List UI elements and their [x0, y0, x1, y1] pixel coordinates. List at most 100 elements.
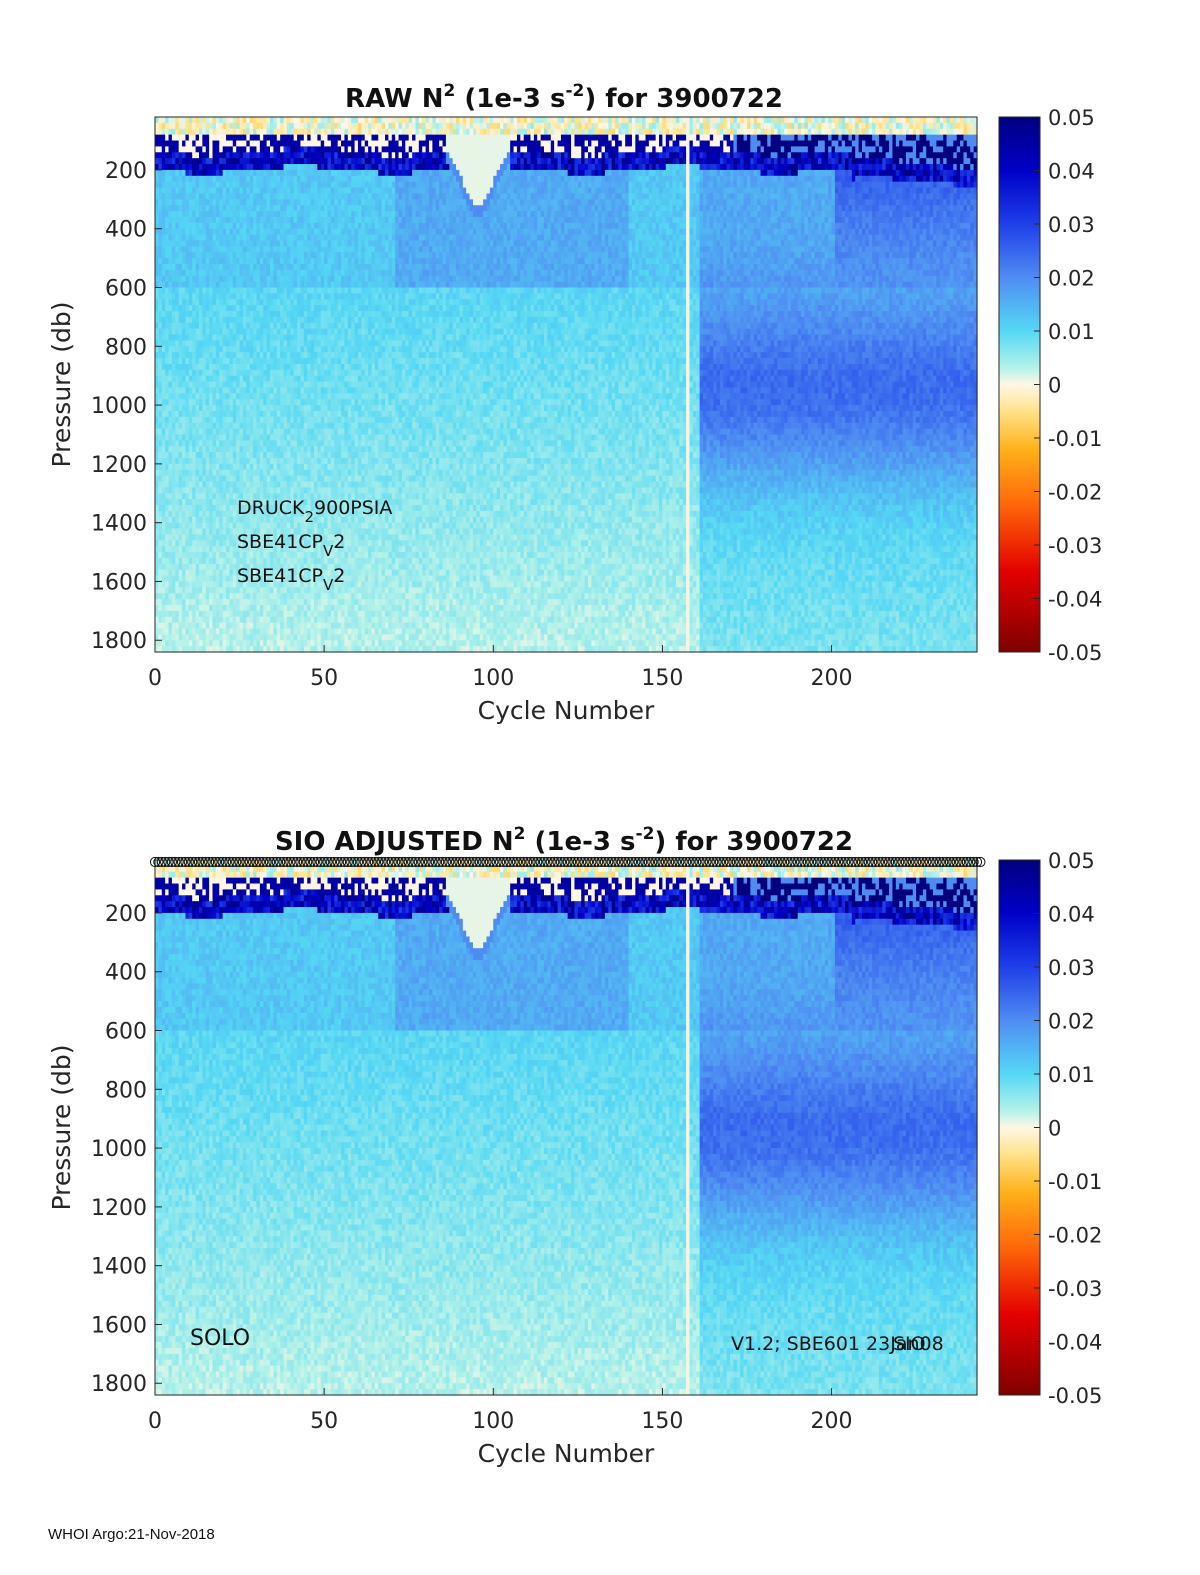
heatmap-cell [165, 305, 170, 312]
heatmap-cell [253, 134, 258, 142]
heatmap-cell [178, 387, 183, 394]
heatmap-cell [158, 158, 163, 165]
heatmap-cell [236, 440, 241, 447]
heatmap-cell [182, 281, 187, 289]
heatmap-cell [182, 287, 187, 294]
heatmap-cell [226, 552, 231, 559]
heatmap-cell [165, 205, 170, 212]
heatmap-cell [242, 481, 247, 488]
heatmap-cell [246, 505, 251, 512]
heatmap-cell [219, 581, 224, 588]
heatmap-cell [246, 410, 251, 418]
heatmap-cell [198, 340, 203, 347]
heatmap-cell [215, 140, 220, 147]
heatmap-cell [168, 522, 173, 530]
heatmap-cell [246, 122, 251, 130]
heatmap-cell [232, 546, 237, 553]
heatmap-cell [202, 640, 207, 647]
heatmap-cell [229, 393, 234, 400]
heatmap-cell [310, 593, 315, 600]
heatmap-cell [178, 193, 183, 200]
heatmap-cell [161, 164, 166, 171]
heatmap-cell [259, 393, 264, 400]
heatmap-cell [165, 493, 170, 500]
heatmap-cell [205, 452, 210, 459]
heatmap-cell [155, 381, 159, 389]
heatmap-cell [182, 328, 187, 336]
heatmap-cell [232, 463, 237, 471]
heatmap-cell [212, 328, 217, 336]
heatmap-cell [236, 563, 241, 571]
heatmap-cell [270, 434, 274, 441]
heatmap-cell [270, 604, 274, 612]
heatmap-cell [334, 434, 339, 441]
heatmap-cell [249, 352, 254, 359]
heatmap-cell [283, 258, 288, 265]
heatmap-cell [192, 187, 197, 195]
heatmap-cell [155, 205, 159, 212]
heatmap-cell [182, 240, 187, 247]
heatmap-cell [239, 440, 244, 447]
heatmap-cell [192, 152, 197, 159]
heatmap-cell [249, 169, 254, 177]
heatmap-cell [158, 228, 163, 236]
heatmap-cell [239, 228, 244, 236]
heatmap-cell [229, 334, 234, 342]
heatmap-cell [239, 463, 244, 471]
heatmap-cell [171, 528, 176, 536]
heatmap-cell [222, 387, 227, 394]
heatmap-cell [239, 369, 244, 377]
heatmap-cell [158, 152, 163, 159]
heatmap-cell [232, 122, 237, 130]
heatmap-cell [232, 275, 237, 283]
heatmap-cell [249, 216, 254, 224]
heatmap-cell [246, 128, 251, 136]
heatmap-cell [219, 587, 224, 594]
heatmap-cell [249, 199, 254, 206]
heatmap-cell [242, 316, 247, 324]
heatmap-cell [188, 457, 193, 465]
heatmap-cell [198, 534, 203, 541]
heatmap-cell [158, 540, 163, 547]
heatmap-cell [249, 422, 254, 430]
heatmap-cell [175, 211, 180, 218]
heatmap-cell [161, 410, 166, 418]
heatmap-cell [297, 234, 302, 242]
heatmap-cell [178, 122, 183, 130]
heatmap-cell [165, 175, 170, 183]
heatmap-cell [209, 252, 214, 259]
heatmap-cell [171, 534, 176, 541]
heatmap-cell [229, 363, 234, 371]
heatmap-cell [270, 346, 274, 353]
heatmap-cell [155, 422, 159, 430]
heatmap-cell [226, 463, 231, 471]
heatmap-cell [242, 528, 247, 536]
heatmap-cell [182, 616, 187, 624]
heatmap-cell [205, 505, 210, 512]
heatmap-cell [185, 158, 190, 165]
heatmap-cell [209, 628, 214, 635]
heatmap-cell [161, 228, 166, 236]
heatmap-cell [334, 340, 339, 347]
heatmap-cell [205, 616, 210, 624]
heatmap-cell [239, 211, 244, 218]
heatmap-cell [219, 487, 224, 494]
heatmap-cell [188, 164, 193, 171]
heatmap-cell [229, 457, 234, 465]
heatmap-cell [222, 581, 227, 588]
heatmap-cell [205, 604, 210, 612]
heatmap-cell [239, 399, 244, 406]
heatmap-cell [168, 222, 173, 230]
heatmap-cell [175, 457, 180, 465]
heatmap-cell [192, 263, 197, 271]
heatmap-cell [185, 146, 190, 153]
heatmap-cell [158, 334, 163, 342]
heatmap-cell [222, 369, 227, 377]
heatmap-cell [168, 363, 173, 371]
heatmap-cell [165, 117, 170, 124]
heatmap-cell [270, 240, 274, 247]
heatmap-cell [202, 646, 207, 653]
heatmap-cell [242, 422, 247, 430]
heatmap-cell [158, 134, 163, 142]
heatmap-cell [259, 522, 264, 530]
